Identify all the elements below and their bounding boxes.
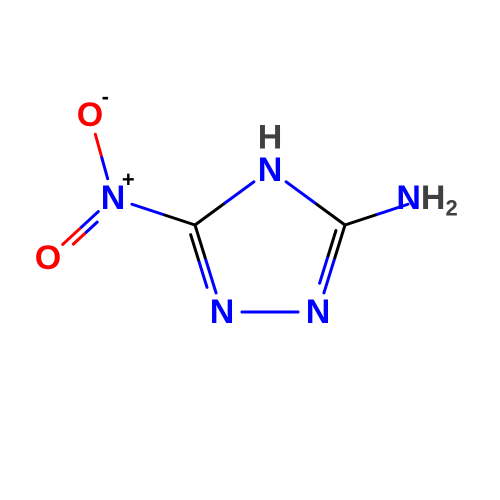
bond [95, 134, 107, 178]
bond [132, 204, 195, 225]
bond [195, 182, 254, 225]
atom-N1-H: H [258, 119, 283, 157]
charge-N_NO2: + [122, 167, 135, 192]
bond [286, 182, 345, 225]
atom-O_dbl: O [35, 239, 61, 277]
charge-O_neg: - [102, 84, 109, 109]
bond [191, 235, 207, 288]
atom-O_neg: O [77, 96, 103, 134]
atom-N4: N [210, 293, 235, 331]
molecule-diagram: NHNNNH2N+OO- [0, 0, 500, 500]
bond [320, 231, 336, 284]
atom-N_NH2: NH2 [396, 179, 457, 220]
atom-N3: N [306, 293, 331, 331]
